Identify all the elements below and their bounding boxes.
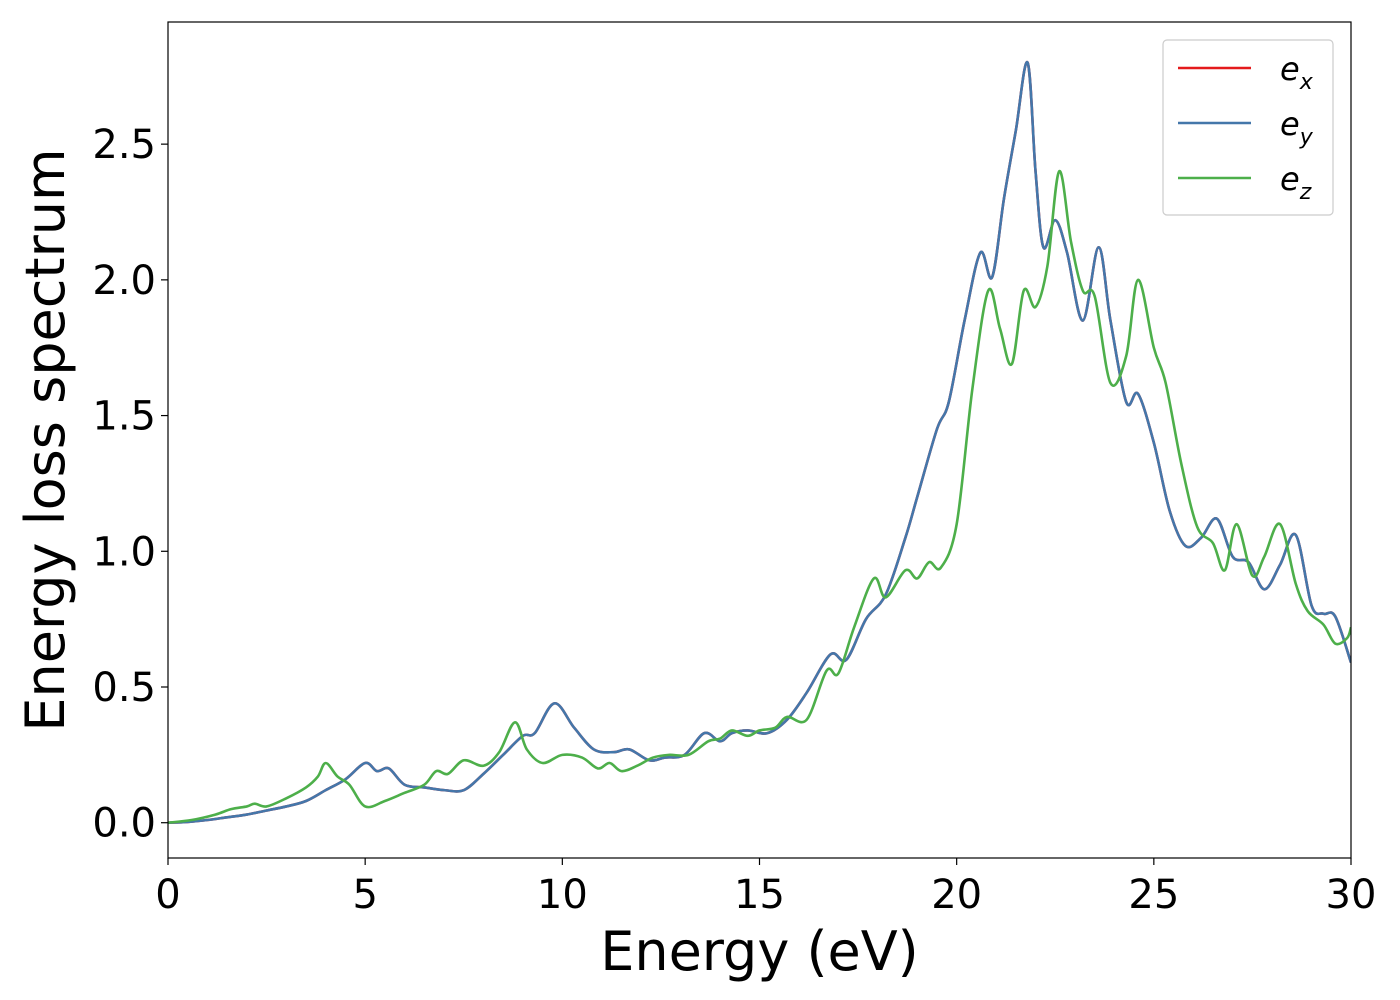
y-tick-label: 2.5 (92, 122, 156, 168)
x-axis-label: Energy (eV) (600, 920, 919, 983)
x-tick-label: 30 (1326, 872, 1377, 918)
y-tick-label: 1.5 (92, 394, 156, 440)
y-tick-label: 2.0 (92, 258, 156, 304)
y-tick-label: 0.0 (92, 801, 156, 847)
series-line-e_z (168, 169, 1351, 825)
y-axis-label: Energy loss spectrum (14, 148, 77, 731)
x-axis-ticks: 0 5 10 15 20 25 30 (155, 858, 1376, 918)
legend: ex ey ez (1162, 39, 1334, 216)
x-tick-label: 5 (352, 872, 377, 918)
x-tick-label: 10 (537, 872, 588, 918)
x-tick-label: 20 (931, 872, 982, 918)
x-tick-label: 15 (734, 872, 785, 918)
y-tick-label: 0.5 (92, 665, 156, 711)
series-line-e_y (168, 61, 1351, 825)
legend-box (1162, 39, 1334, 216)
series-layer (168, 61, 1351, 825)
x-tick-label: 0 (155, 872, 180, 918)
y-axis-ticks: 0.0 0.5 1.0 1.5 2.0 2.5 (92, 122, 168, 847)
legend-label-e_x: ex (1280, 50, 1314, 95)
x-tick-label: 25 (1128, 872, 1179, 918)
y-tick-label: 1.0 (92, 529, 156, 575)
legend-label-e_y: ey (1280, 105, 1314, 150)
legend-label-e_z: ez (1280, 160, 1312, 205)
